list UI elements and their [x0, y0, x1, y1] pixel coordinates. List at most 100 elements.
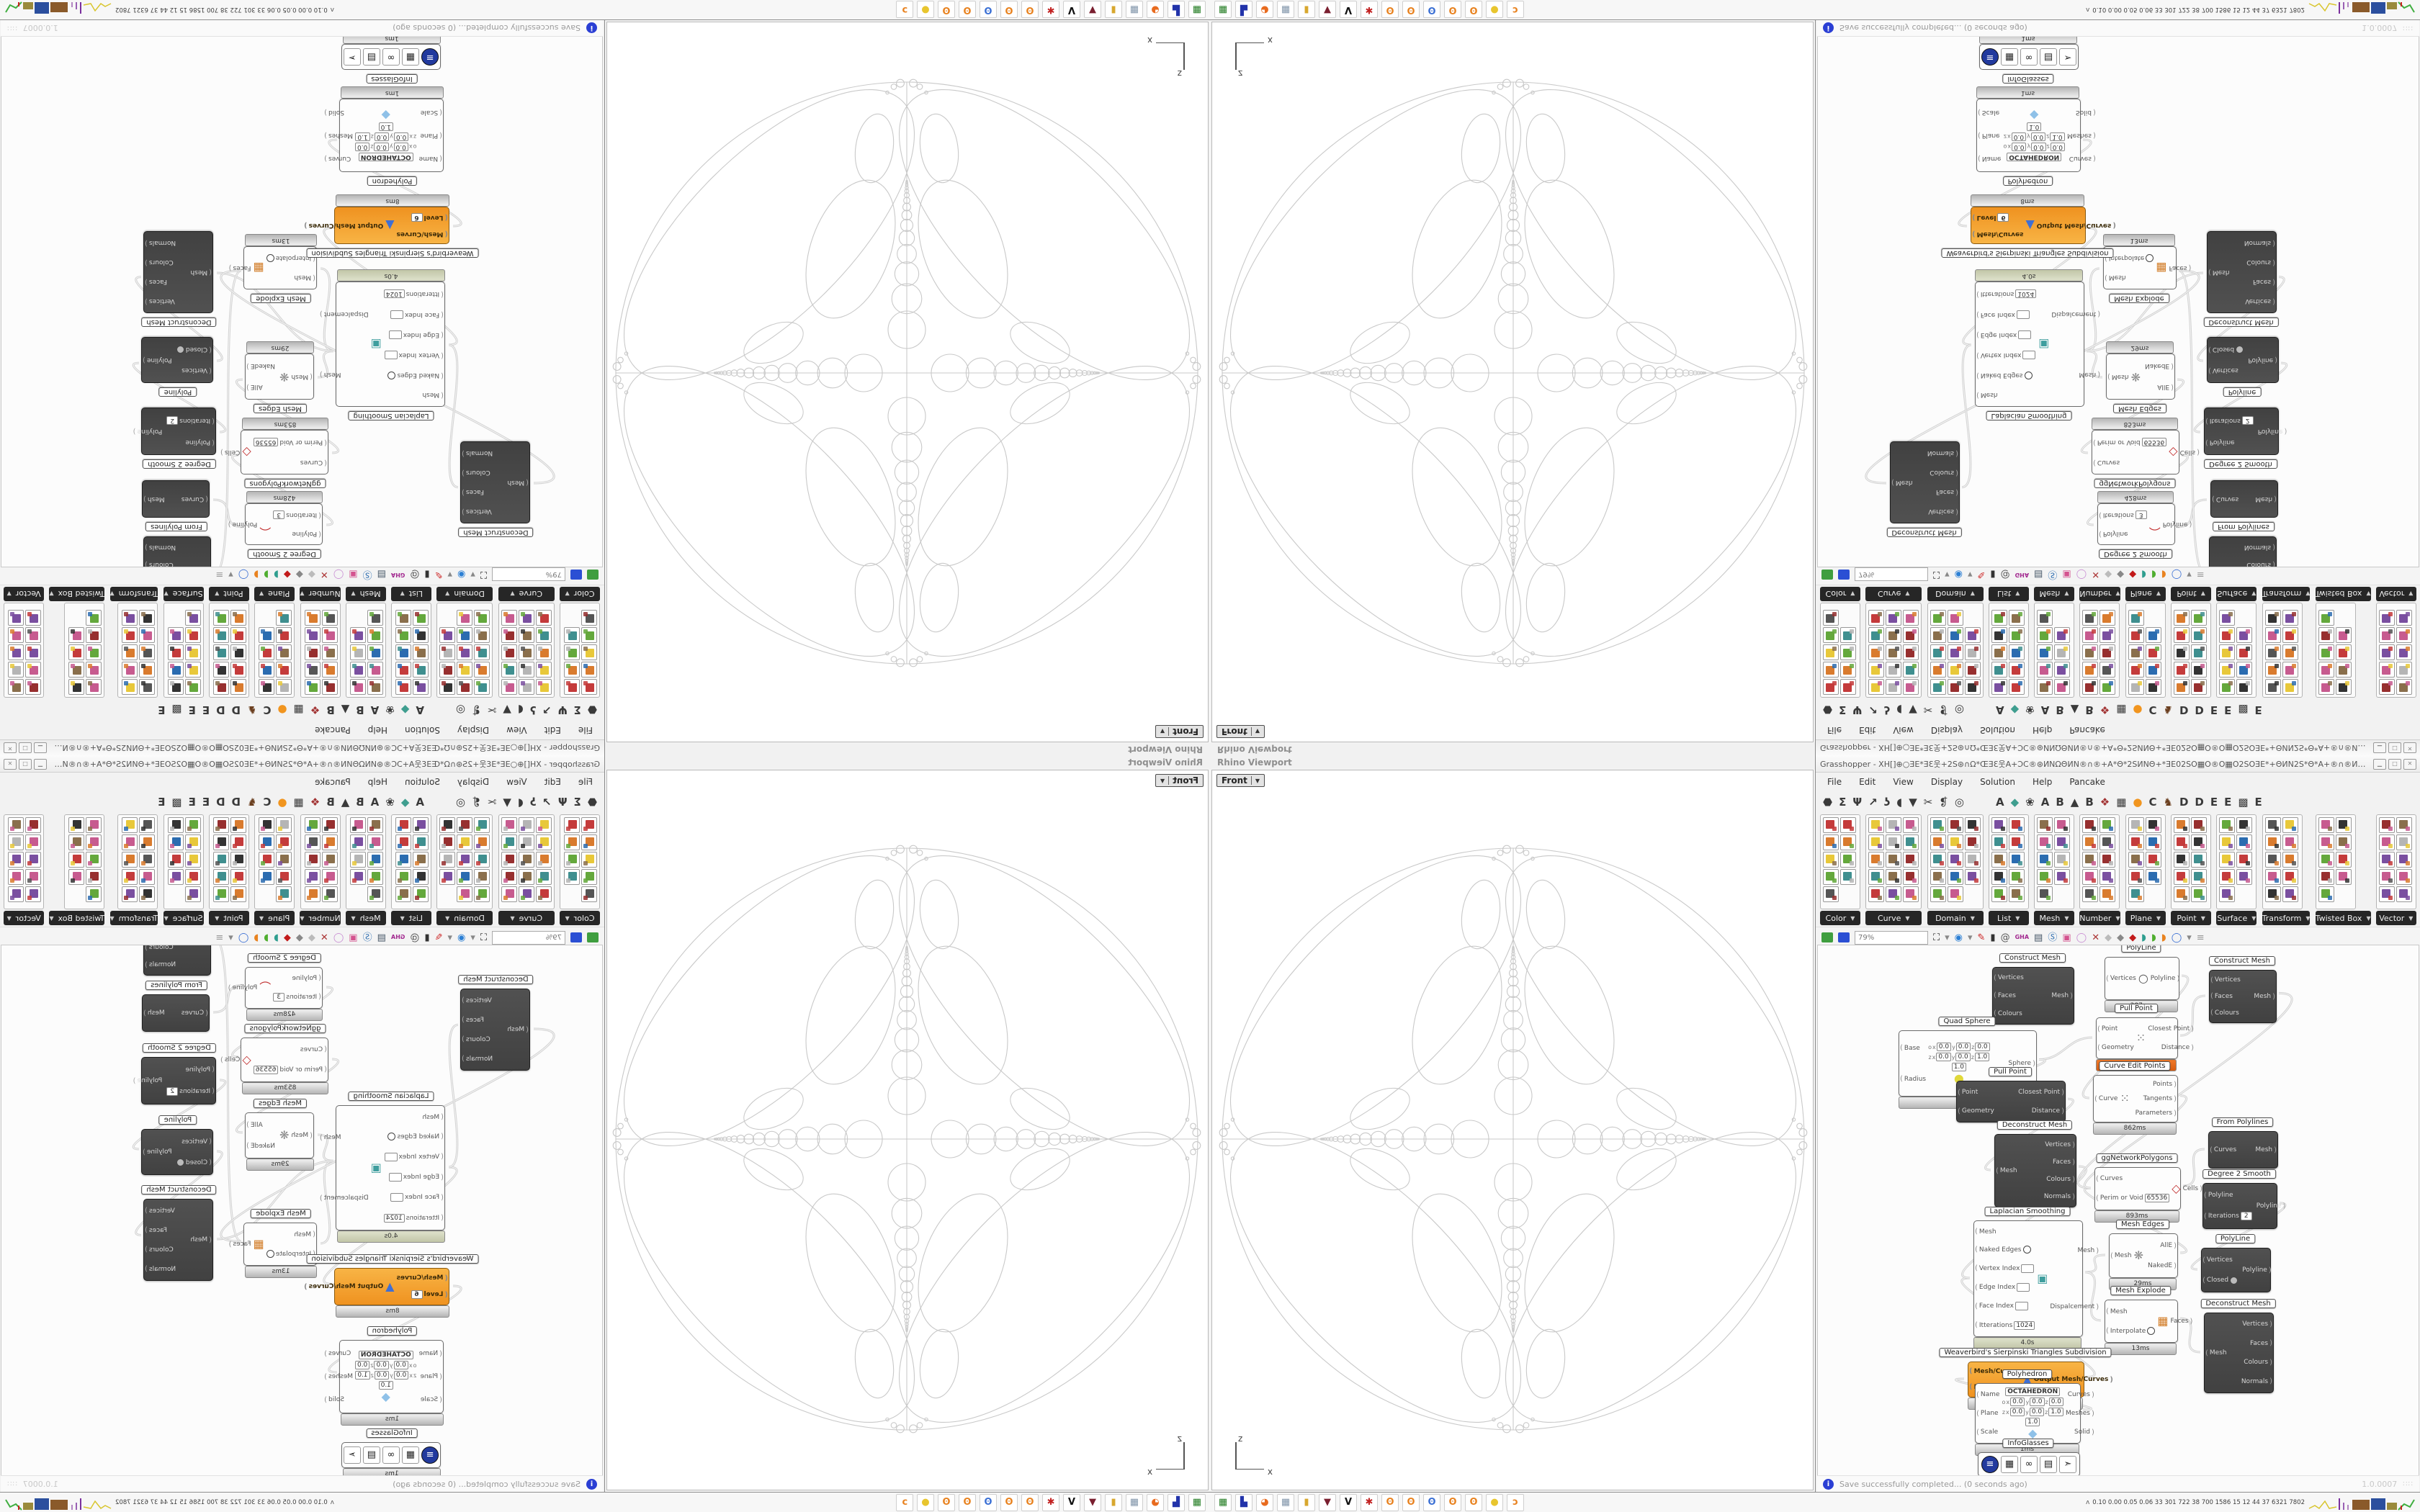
component-icon[interactable]: [25, 817, 42, 833]
port-row[interactable]: (Closed: [2208, 346, 2244, 354]
component-icon[interactable]: [25, 610, 42, 626]
component-icon[interactable]: [1964, 627, 1981, 643]
component-icon[interactable]: [1903, 834, 1919, 850]
component-icon[interactable]: [439, 869, 456, 885]
port-row[interactable]: Normals): [145, 961, 176, 969]
plugin-tab-icon[interactable]: ▲: [2070, 703, 2079, 717]
panel-label[interactable]: Vector ▼: [4, 587, 45, 601]
output-port-arc[interactable]: ): [228, 520, 231, 528]
component-icon[interactable]: [86, 644, 102, 660]
jar-icon[interactable]: ▮: [1990, 932, 1996, 943]
component-icon[interactable]: [474, 644, 490, 660]
node-body[interactable]: (Base(Radius o x 0.0 y 0.0 z 0.0 z x 0.0 y 0.0 z 1.0 1.…: [1899, 1030, 2037, 1097]
node-body[interactable]: (Vertices(Closed Polyline): [141, 1129, 213, 1175]
input-port-arc[interactable]: (: [1972, 230, 1976, 238]
node-name-tag[interactable]: PolyLine: [2215, 1234, 2256, 1243]
port-row[interactable]: Colours): [145, 945, 174, 952]
goggles-icon[interactable]: ∞: [2020, 1456, 2038, 1473]
input-port-arc[interactable]: (: [439, 108, 442, 117]
node-name-tag[interactable]: Curve Edit Points: [2099, 1061, 2171, 1071]
category-tab-icon[interactable]: ✂: [1923, 703, 1933, 717]
menu-edit[interactable]: Edit: [1859, 725, 1876, 735]
component-icon[interactable]: [1840, 852, 1856, 868]
node-name-tag[interactable]: Polyhedron: [367, 1326, 418, 1336]
gh-node-deconstruct-mesh[interactable]: Deconstruct Mesh(Mesh Vertices) Faces) Colo…: [458, 441, 534, 537]
component-icon[interactable]: [304, 662, 321, 678]
plugin-tab-icon[interactable]: D: [231, 703, 241, 717]
panel-label[interactable]: Number ▼: [300, 911, 341, 925]
port-row[interactable]: (Vertices: [2208, 366, 2238, 374]
component-icon[interactable]: [212, 834, 229, 850]
input-port-arc[interactable]: (: [2096, 1194, 2099, 1202]
output-port-arc[interactable]: ): [2272, 258, 2275, 266]
v-app-icon[interactable]: V: [1340, 1493, 1357, 1511]
component-icon[interactable]: [2219, 817, 2236, 833]
input-port-arc[interactable]: (: [1996, 1166, 1999, 1175]
input-port-arc[interactable]: (: [1994, 1009, 1996, 1018]
gh-node-ggnetworkpolygons[interactable]: ggNetworkPolygons(Curves(Perim or Void 65…: [2094, 1153, 2202, 1223]
plugin-tab-icon[interactable]: B: [356, 703, 364, 717]
component-icon[interactable]: [184, 886, 201, 902]
component-icon[interactable]: [2008, 679, 2025, 695]
input-port-arc[interactable]: (: [324, 438, 327, 446]
port-row[interactable]: (Mesh: [1891, 479, 1913, 487]
node-name-tag[interactable]: Laplacian Smoothing: [348, 411, 434, 420]
zoom-extents-icon[interactable]: ⛶: [1933, 932, 1940, 943]
component-icon[interactable]: [350, 662, 366, 678]
menu-edit[interactable]: Edit: [544, 725, 561, 735]
menu-view[interactable]: View: [1893, 725, 1914, 735]
node-name-tag[interactable]: Weaverbird's Sierpinski Triangles Subdiv…: [306, 248, 479, 258]
component-icon[interactable]: [2128, 869, 2144, 885]
component-icon[interactable]: [2219, 886, 2236, 902]
input-port-arc[interactable]: (: [1975, 1321, 1978, 1330]
panel-label[interactable]: Number ▼: [2079, 587, 2120, 601]
component-icon[interactable]: [184, 869, 201, 885]
component-icon[interactable]: [167, 869, 184, 885]
component-icon[interactable]: [86, 610, 102, 626]
component-icon[interactable]: [167, 627, 184, 643]
value-chip[interactable]: 2: [166, 1086, 179, 1096]
port-row[interactable]: (Vertices: [2106, 975, 2136, 983]
viewport-tab[interactable]: Front ▼: [1216, 774, 1265, 787]
component-icon[interactable]: [457, 852, 473, 868]
port-row[interactable]: Tangents): [2143, 1095, 2177, 1103]
value-chip[interactable]: 6: [1997, 212, 2009, 222]
plugin-tab-icon[interactable]: B: [356, 795, 364, 809]
port-row[interactable]: (Mesh: [294, 1230, 315, 1238]
gh-node-polyhedron[interactable]: Polyhedron(Name(Plane(Scale OCTAHEDRON o x 0…: [1975, 1369, 2094, 1456]
toggle-icon[interactable]: [176, 346, 184, 354]
plugin-tab-icon[interactable]: ▲: [2070, 795, 2079, 809]
gh-node-polyline[interactable]: Polyline(Vertices(Closed Polyline): [141, 337, 213, 397]
input-port-arc[interactable]: (: [1976, 1409, 1979, 1418]
port-row[interactable]: Polyline): [2257, 1202, 2286, 1210]
panel-label[interactable]: Color ▼: [560, 587, 600, 601]
node-name-tag[interactable]: Laplacian Smoothing: [1984, 1207, 2071, 1216]
sketch-icon[interactable]: ✎: [1977, 932, 1986, 943]
component-icon[interactable]: [230, 679, 246, 695]
v-app-icon[interactable]: V: [1063, 1, 1080, 19]
egg-blue-icon[interactable]: ◯: [2171, 932, 2182, 943]
port-row[interactable]: (Face Index: [1976, 310, 2030, 319]
egg-blue-icon[interactable]: ◯: [2171, 569, 2182, 580]
port-row[interactable]: (Iterations 3: [273, 992, 321, 1002]
rhino-viewport[interactable]: Front ▼ z x: [606, 22, 1209, 742]
component-icon[interactable]: [2099, 852, 2116, 868]
component-icon[interactable]: [413, 869, 429, 885]
node-body[interactable]: (Curves(Perim or Void 65536 ◇ Cells): [220, 1038, 328, 1082]
port-row[interactable]: (Plane: [1978, 132, 2000, 140]
input-port-arc[interactable]: (: [444, 1274, 448, 1282]
plugin-tab-icon[interactable]: ▦: [293, 703, 304, 717]
output-port-arc[interactable]: ): [246, 362, 249, 370]
value-chip[interactable]: 65536: [253, 1065, 279, 1074]
port-row[interactable]: Polyline): [2151, 975, 2180, 983]
open-file-icon[interactable]: [1821, 932, 1833, 942]
component-icon[interactable]: [367, 817, 383, 833]
component-icon[interactable]: [68, 679, 85, 695]
gh-node-from-polylines[interactable]: From Polylines(Curves Mesh): [2210, 480, 2278, 531]
blender-app-icon[interactable]: ʘ: [959, 1493, 976, 1511]
component-icon[interactable]: [1930, 662, 1946, 678]
component-icon[interactable]: [8, 627, 24, 643]
component-icon[interactable]: [2008, 627, 2025, 643]
plane-value-chip[interactable]: 0.0: [2030, 1398, 2045, 1406]
output-port-arc[interactable]: ): [2188, 264, 2192, 272]
